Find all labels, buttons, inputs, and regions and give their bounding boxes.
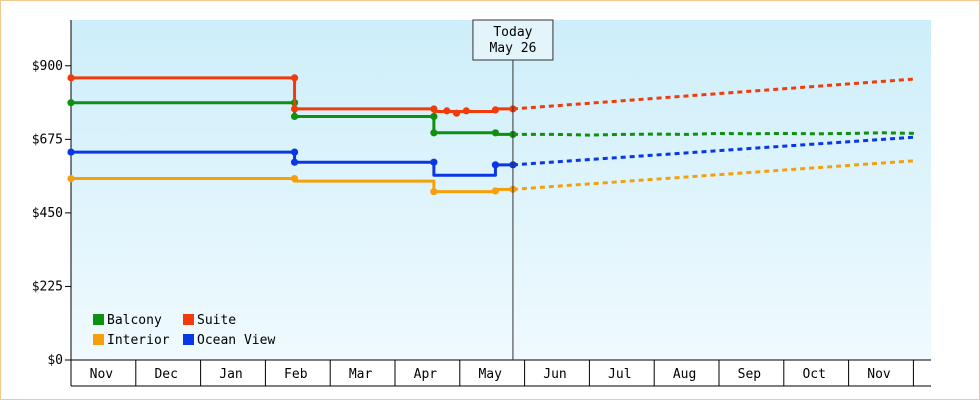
today-date: May 26 <box>489 41 536 56</box>
data-point <box>290 112 299 121</box>
legend-swatch <box>183 334 194 345</box>
legend: Balcony Suite Interior Ocean View <box>93 313 275 348</box>
data-point <box>430 188 438 196</box>
y-tick-label: $675 <box>32 132 63 147</box>
x-tick-label: Aug <box>673 367 696 382</box>
y-tick-label: $900 <box>32 59 63 74</box>
x-tick-label: Feb <box>284 367 308 382</box>
data-point <box>452 109 461 117</box>
data-point <box>67 174 75 183</box>
x-tick-label: Mar <box>349 367 373 382</box>
y-tick-label: $450 <box>32 206 63 221</box>
data-point <box>290 174 299 183</box>
forecast-line <box>512 77 917 111</box>
data-point <box>67 99 75 107</box>
data-point <box>430 129 438 137</box>
forecast-line <box>512 159 917 191</box>
legend-label: Suite <box>197 313 236 328</box>
x-tick-label: Jul <box>608 367 631 382</box>
data-point <box>462 107 470 115</box>
series-ocean-view <box>67 135 917 177</box>
data-point <box>430 158 438 166</box>
y-tick-label: $225 <box>32 279 63 294</box>
x-tick-label: Nov <box>867 367 891 382</box>
x-tick-label: Nov <box>90 367 114 382</box>
x-tick-label: Sep <box>738 367 762 382</box>
legend-swatch <box>93 314 104 325</box>
y-tick-label: $0 <box>47 353 63 368</box>
data-point <box>67 148 75 156</box>
series-interior <box>67 159 917 196</box>
x-tick-label: Dec <box>154 367 177 382</box>
data-point <box>491 106 500 114</box>
data-point <box>443 107 451 115</box>
x-tick-label: Oct <box>802 367 825 382</box>
data-point <box>491 187 500 195</box>
series-layer <box>67 74 917 196</box>
data-point <box>290 158 299 166</box>
data-point <box>430 112 438 121</box>
data-point <box>290 105 299 113</box>
data-point <box>290 74 299 82</box>
x-tick-label: May <box>478 367 502 382</box>
x-axis: Nov Dec Jan Feb Mar Apr May Jun Jul Aug Sep Oct Nov <box>70 360 931 387</box>
x-tick-label: Apr <box>414 367 438 382</box>
legend-swatch <box>183 314 194 325</box>
data-point <box>290 148 299 156</box>
data-point <box>491 161 500 169</box>
legend-swatch <box>93 334 104 345</box>
forecast-line <box>512 135 917 167</box>
forecast-line <box>512 131 917 137</box>
data-point <box>430 105 438 113</box>
y-axis: $0 $225 $450 $675 $900 <box>32 59 71 368</box>
legend-label: Ocean View <box>197 333 275 348</box>
data-point <box>491 129 500 137</box>
legend-label: Interior <box>107 333 170 348</box>
data-point <box>67 74 75 82</box>
x-tick-label: Jun <box>543 367 566 382</box>
legend-label: Balcony <box>107 313 162 328</box>
x-tick-label: Jan <box>219 367 242 382</box>
today-box <box>472 19 554 61</box>
today-label: Today <box>493 25 532 40</box>
series-suite <box>67 74 917 117</box>
